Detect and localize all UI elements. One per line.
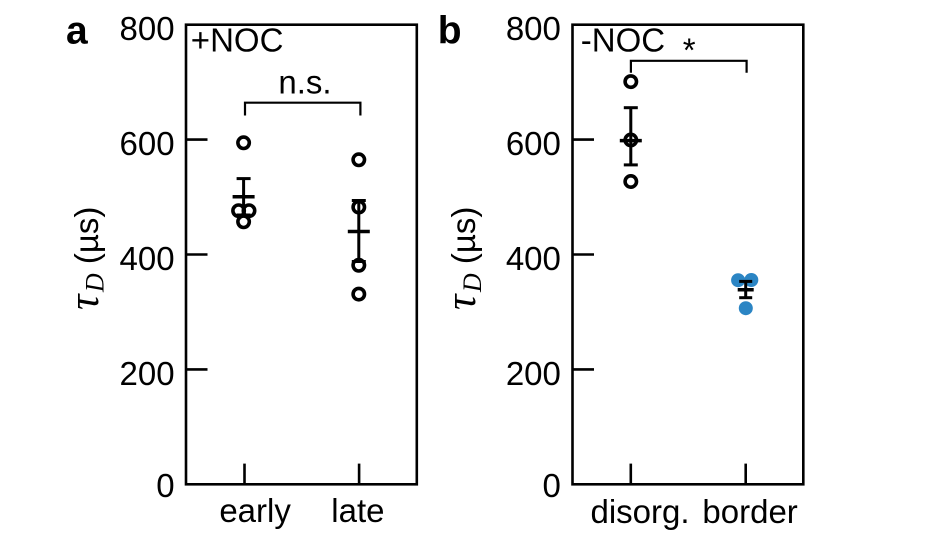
svg-text:0: 0 (543, 467, 561, 504)
svg-text:-NOC: -NOC (581, 21, 665, 58)
svg-text:*: * (683, 32, 696, 69)
svg-text:600: 600 (120, 125, 175, 162)
svg-text:400: 400 (506, 240, 561, 277)
svg-text:b: b (438, 10, 462, 53)
svg-text:200: 200 (120, 355, 175, 392)
svg-text:a: a (66, 10, 88, 53)
svg-text:400: 400 (120, 240, 175, 277)
svg-text:border: border (702, 493, 797, 530)
svg-text:τD (µs): τD (µs) (61, 207, 110, 310)
svg-text:0: 0 (156, 467, 174, 504)
svg-text:800: 800 (506, 10, 561, 47)
svg-text:n.s.: n.s. (278, 63, 331, 100)
svg-text:τD (µs): τD (µs) (438, 207, 487, 310)
svg-text:200: 200 (506, 355, 561, 392)
svg-text:late: late (331, 492, 384, 529)
svg-text:early: early (219, 492, 291, 529)
svg-text:600: 600 (506, 125, 561, 162)
svg-text:+NOC: +NOC (191, 21, 284, 58)
svg-text:disorg.: disorg. (590, 493, 689, 530)
svg-text:800: 800 (120, 10, 175, 47)
